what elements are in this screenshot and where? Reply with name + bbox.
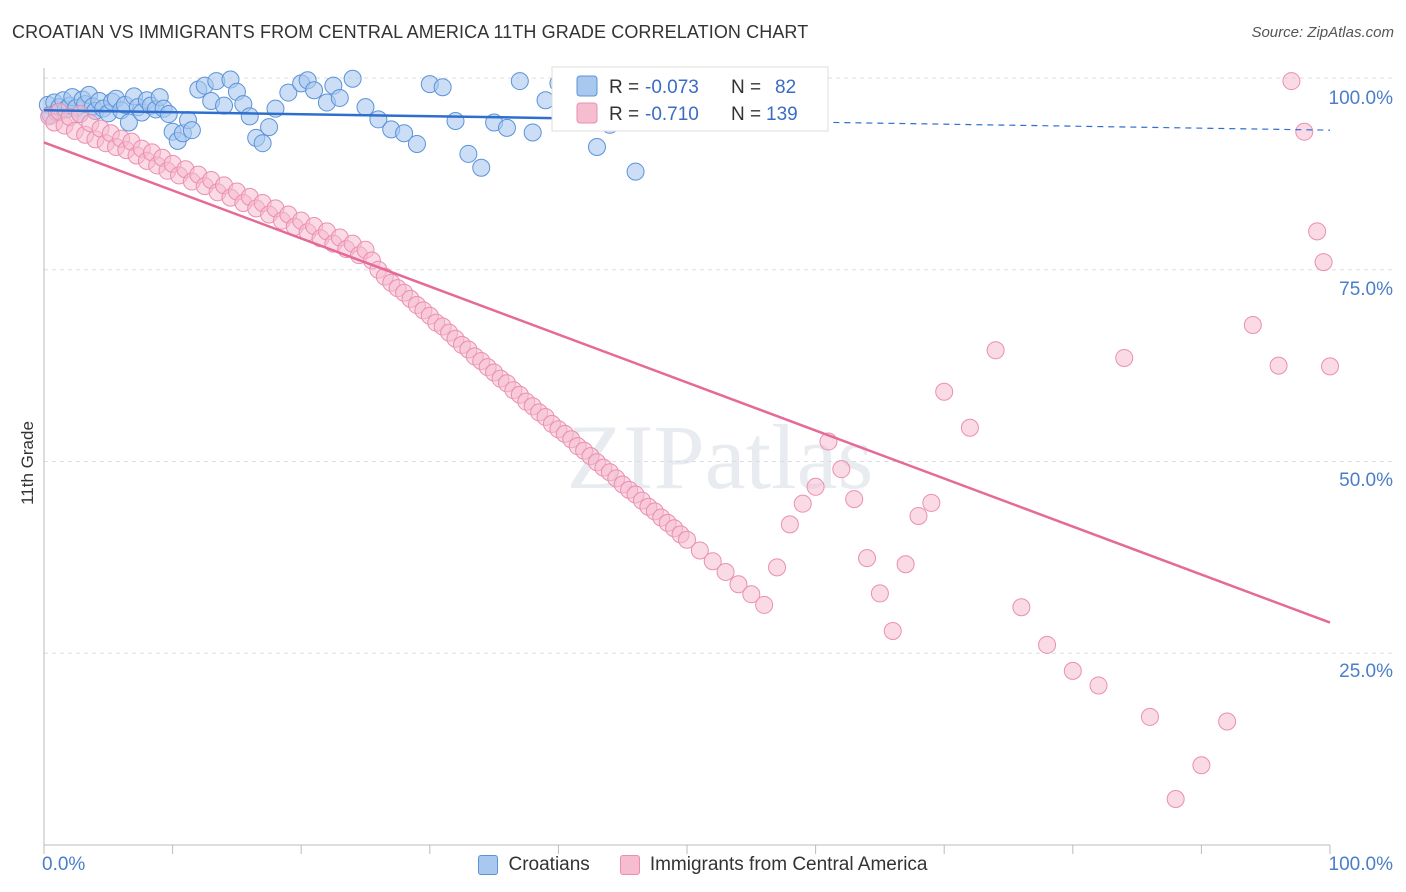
- point-immigrants-128: [1038, 635, 1057, 654]
- point-croatians-48: [253, 134, 272, 153]
- point-immigrants-113: [793, 494, 812, 513]
- point-immigrants-110: [755, 595, 774, 614]
- point-immigrants-112: [780, 515, 799, 534]
- point-croatians-80: [626, 162, 645, 181]
- legend-r-label-2: R =: [609, 104, 639, 125]
- point-immigrants-105: [690, 541, 709, 560]
- point-croatians-63: [407, 134, 426, 153]
- legend-r-label-1: R =: [609, 77, 639, 98]
- point-croatians-66: [446, 111, 465, 130]
- point-croatians-77: [587, 138, 606, 157]
- point-immigrants-106: [703, 552, 722, 571]
- series-immigrants-central-america: [40, 72, 1339, 808]
- point-croatians-37: [182, 121, 201, 140]
- legend-item-croatians: Croatians: [478, 854, 590, 876]
- point-immigrants-135: [1218, 712, 1237, 731]
- point-immigrants-118: [858, 549, 877, 568]
- legend-n-value-2: 139: [766, 104, 798, 125]
- legend-label-croatians: Croatians: [508, 854, 590, 875]
- point-immigrants-131: [1115, 348, 1134, 367]
- point-immigrants-117: [845, 490, 864, 509]
- point-immigrants-121: [896, 555, 915, 574]
- point-immigrants-140: [1308, 222, 1327, 241]
- point-immigrants-108: [729, 575, 748, 594]
- trend-line-croatians: [43, 108, 559, 120]
- point-immigrants-114: [806, 477, 825, 496]
- y-tick-label-75: 75.0%: [1339, 279, 1393, 300]
- point-croatians-46: [240, 107, 259, 126]
- point-immigrants-122: [909, 506, 928, 525]
- legend-item-immigrants: Immigrants from Central America: [619, 854, 928, 876]
- point-immigrants-133: [1166, 789, 1185, 808]
- point-immigrants-139: [1295, 122, 1314, 141]
- legend-swatch-immigrants: [576, 102, 598, 124]
- point-croatians-62: [395, 124, 414, 143]
- point-croatians-58: [343, 69, 362, 88]
- watermark: ZIPatlas: [567, 406, 874, 508]
- y-tick-label-25: 25.0%: [1339, 661, 1393, 682]
- legend-swatch-croatians: [576, 75, 598, 97]
- point-immigrants-126: [986, 341, 1005, 360]
- point-immigrants-134: [1192, 756, 1211, 775]
- point-immigrants-120: [883, 622, 902, 641]
- point-immigrants-104: [678, 530, 696, 549]
- y-tick-label-100: 100.0%: [1329, 88, 1394, 109]
- x-tick-label-min: 0.0%: [42, 854, 85, 875]
- point-immigrants-107: [716, 562, 735, 581]
- point-immigrants-125: [960, 418, 979, 437]
- point-croatians-68: [472, 158, 491, 177]
- trend-lines: [43, 108, 1331, 624]
- y-axis-title: 11th Grade: [18, 421, 37, 505]
- point-croatians-71: [510, 72, 529, 91]
- point-croatians-42: [215, 96, 234, 115]
- chart-title: CROATIAN VS IMMIGRANTS FROM CENTRAL AMER…: [12, 22, 809, 42]
- point-croatians-67: [459, 144, 478, 163]
- legend-n-label-2: N =: [731, 104, 761, 125]
- point-immigrants-119: [870, 584, 889, 603]
- point-croatians-49: [260, 118, 279, 137]
- trend-line-croatians-extension: [558, 117, 1331, 131]
- point-immigrants-136: [1243, 315, 1262, 334]
- point-croatians-57: [330, 88, 349, 107]
- legend-n-label-1: N =: [731, 77, 761, 98]
- point-immigrants-141: [1314, 253, 1333, 272]
- point-immigrants-123: [922, 493, 941, 512]
- axes: [43, 68, 1331, 854]
- point-croatians-23: [119, 113, 138, 132]
- legend-swatch-croatians-bottom: [478, 855, 499, 875]
- point-immigrants-132: [1140, 707, 1159, 726]
- point-croatians-51: [279, 83, 298, 102]
- legend-n-value-1: 82: [775, 77, 796, 98]
- point-immigrants-124: [935, 382, 954, 401]
- point-immigrants-111: [768, 558, 787, 577]
- legend-r-value-1: -0.073: [645, 77, 699, 98]
- point-croatians-59: [356, 98, 375, 117]
- point-immigrants-129: [1063, 661, 1082, 680]
- point-croatians-54: [305, 81, 324, 100]
- point-immigrants-138: [1282, 72, 1301, 91]
- point-croatians-70: [497, 118, 516, 137]
- point-immigrants-127: [1012, 598, 1031, 617]
- x-tick-label-max: 100.0%: [1329, 854, 1394, 875]
- legend-swatch-immigrants-bottom: [619, 855, 640, 875]
- point-immigrants-142: [1321, 357, 1339, 376]
- point-croatians-73: [536, 91, 555, 110]
- legend-r-value-2: -0.710: [645, 104, 699, 125]
- point-croatians-65: [433, 78, 452, 97]
- point-immigrants-137: [1269, 356, 1288, 375]
- y-tick-label-50: 50.0%: [1339, 470, 1393, 491]
- point-immigrants-116: [832, 460, 851, 479]
- bottom-legend: Croatians Immigrants from Central Americ…: [0, 852, 1406, 878]
- trend-line-immigrants: [43, 141, 1331, 624]
- point-immigrants-130: [1089, 676, 1108, 695]
- chart-source: Source: ZipAtlas.com: [1251, 24, 1394, 41]
- point-immigrants-109: [742, 585, 761, 604]
- point-croatians-72: [523, 123, 542, 142]
- stats-legend: R = -0.073 N = 82 R = -0.710 N = 139: [551, 66, 829, 132]
- point-croatians-32: [159, 105, 178, 124]
- legend-label-immigrants: Immigrants from Central America: [649, 854, 928, 875]
